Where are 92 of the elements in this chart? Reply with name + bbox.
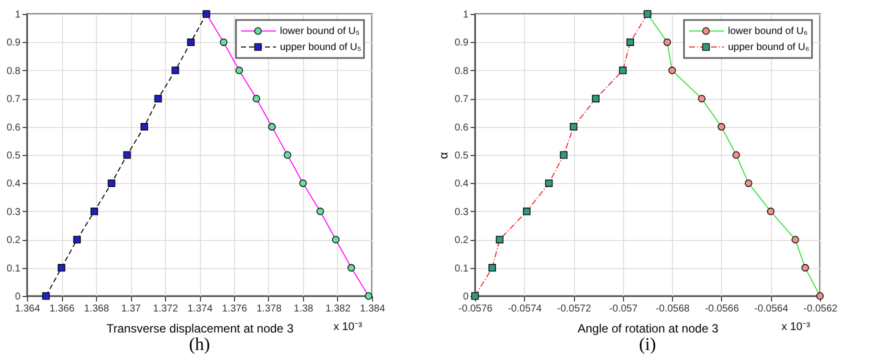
x-tick-label: 1.368 [84, 304, 110, 314]
point [744, 179, 752, 187]
point [792, 236, 800, 244]
point [220, 38, 228, 46]
point [560, 151, 568, 159]
point [348, 264, 356, 272]
legend-label: upper bound of U₆ [728, 42, 810, 53]
x-tick-label: -0.0564 [754, 304, 789, 314]
y-tick-label: 0 [14, 292, 21, 302]
point [90, 208, 98, 216]
point [668, 66, 676, 74]
x-tick-label: -0.0562 [804, 304, 838, 314]
point [718, 123, 726, 131]
point [284, 151, 292, 159]
x-tick-label: 1.37 [121, 304, 142, 314]
point [268, 123, 276, 131]
x-tick-label: 1.374 [187, 304, 213, 314]
point [58, 264, 66, 272]
point [663, 38, 671, 46]
x-axis-title: Transverse displacement at node 3 [106, 322, 294, 336]
point [816, 292, 824, 300]
y-tick-label: 0.4 [454, 178, 469, 190]
x-tick-label: 1.376 [222, 304, 248, 314]
y-tick-label: 0.1 [6, 263, 21, 274]
x-tick-label: -0.0574 [508, 304, 542, 314]
x-tick-label: -0.0572 [557, 304, 592, 314]
y-tick-label: 1 [14, 10, 21, 20]
y-tick-label: 0.4 [6, 178, 21, 190]
x-tick-label: 1.38 [294, 304, 314, 314]
point [108, 179, 116, 187]
point [42, 292, 50, 300]
text: x 10⁻³ [334, 321, 362, 333]
legend-label: lower bound of U₆ [728, 26, 808, 37]
y-tick-label: 0.2 [6, 235, 21, 246]
point [187, 38, 195, 46]
point [592, 94, 600, 102]
legend-label: lower bound of U₅ [280, 26, 360, 37]
y-tick-label: 0.6 [6, 122, 21, 134]
y-tick-label: 0.2 [454, 235, 469, 246]
point [235, 66, 243, 74]
text: x 10⁻³ [782, 321, 810, 333]
y-tick-label: 0.7 [454, 94, 469, 106]
y-tick-label: 0 [462, 292, 469, 302]
point [73, 236, 81, 244]
point [732, 151, 740, 159]
x-tick-label: -0.0576 [458, 304, 493, 314]
text: (i) [639, 334, 656, 354]
point [619, 66, 627, 74]
y-tick-label: 0.5 [454, 150, 469, 162]
point [545, 179, 553, 187]
point [316, 208, 324, 216]
y-tick-label: 0.8 [454, 66, 469, 77]
y-tick-label: 0.7 [6, 94, 21, 106]
x-tick-label: 1.378 [256, 304, 282, 314]
x-tick-label: 1.372 [152, 304, 178, 314]
y-tick-label: 0.3 [454, 206, 469, 218]
x-tick-label: -0.057 [609, 304, 638, 314]
point [140, 123, 148, 131]
x-tick-label: -0.0566 [704, 304, 740, 314]
point [364, 292, 372, 300]
y-tick-label: 0.6 [454, 122, 469, 134]
point [766, 208, 774, 216]
x-tick-label: 1.382 [325, 304, 351, 314]
y-tick-label: 0.5 [6, 150, 21, 162]
x-tick-label: 1.366 [49, 304, 75, 314]
point [252, 94, 260, 102]
point [496, 236, 504, 244]
y-tick-label: 0.1 [454, 263, 469, 274]
x-tick-label: 1.364 [14, 304, 40, 314]
x-axis-title: Angle of rotation at node 3 [578, 322, 719, 336]
y-tick-label: 0.9 [454, 38, 469, 49]
point [154, 94, 162, 102]
y-tick-label: 1 [462, 10, 469, 20]
text: (h) [189, 334, 210, 354]
point [488, 264, 496, 272]
x-tick-label: 1.384 [360, 304, 386, 314]
point [123, 151, 131, 159]
x-tick-label: -0.0568 [656, 304, 690, 314]
point [801, 264, 809, 272]
y-tick-label: 0.3 [6, 206, 21, 218]
y-tick-label: 0.8 [6, 66, 21, 77]
point [299, 179, 307, 187]
point [332, 236, 340, 244]
point [522, 208, 531, 216]
point [172, 66, 180, 74]
point [570, 123, 578, 131]
point [471, 292, 479, 300]
y-axis-title: α [436, 152, 451, 159]
point [698, 94, 706, 102]
y-tick-label: 0.9 [6, 38, 21, 49]
point [626, 38, 634, 46]
legend-label: upper bound of U₅ [280, 42, 362, 53]
